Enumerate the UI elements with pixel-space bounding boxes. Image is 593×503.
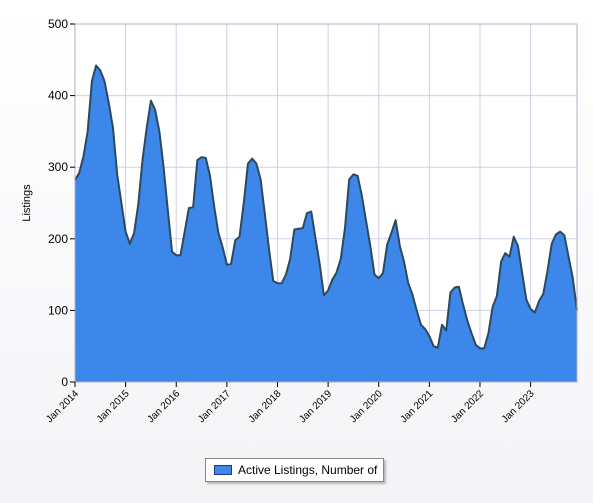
y-tick-label: 0 (61, 375, 68, 389)
series-line (74, 64, 578, 350)
x-tick-label: Jan 2015 (95, 388, 132, 425)
x-tick-label: Jan 2020 (348, 388, 385, 425)
series-area (74, 64, 578, 382)
x-tick-label: Jan 2023 (500, 388, 537, 425)
x-tick-label: Jan 2014 (44, 388, 81, 425)
plot-border (74, 23, 578, 383)
series-area-fill (75, 65, 577, 382)
y-axis-ticks: 0 100 200 300 400 500 (48, 17, 75, 389)
y-tick-label: 200 (48, 232, 68, 246)
axes (74, 23, 578, 383)
y-tick-label: 300 (48, 160, 68, 174)
x-tick-label: Jan 2018 (247, 388, 284, 425)
x-axis-ticks: Jan 2014 Jan 2015 Jan 2016 Jan 2017 Jan 2018… (44, 382, 537, 425)
y-tick-label: 100 (48, 303, 68, 317)
legend-label: Active Listings, Number of (238, 463, 378, 477)
x-tick-label: Jan 2016 (145, 388, 182, 425)
y-tick-label: 400 (48, 89, 68, 103)
x-tick-label: Jan 2017 (196, 388, 233, 425)
legend: Active Listings, Number of (205, 458, 384, 482)
y-axis-title: Listings (21, 184, 33, 222)
y-tick-label: 500 (48, 17, 68, 31)
x-tick-label: Jan 2021 (399, 388, 436, 425)
x-tick-label: Jan 2019 (297, 388, 334, 425)
legend-swatch (214, 465, 232, 475)
x-tick-label: Jan 2022 (449, 388, 486, 425)
